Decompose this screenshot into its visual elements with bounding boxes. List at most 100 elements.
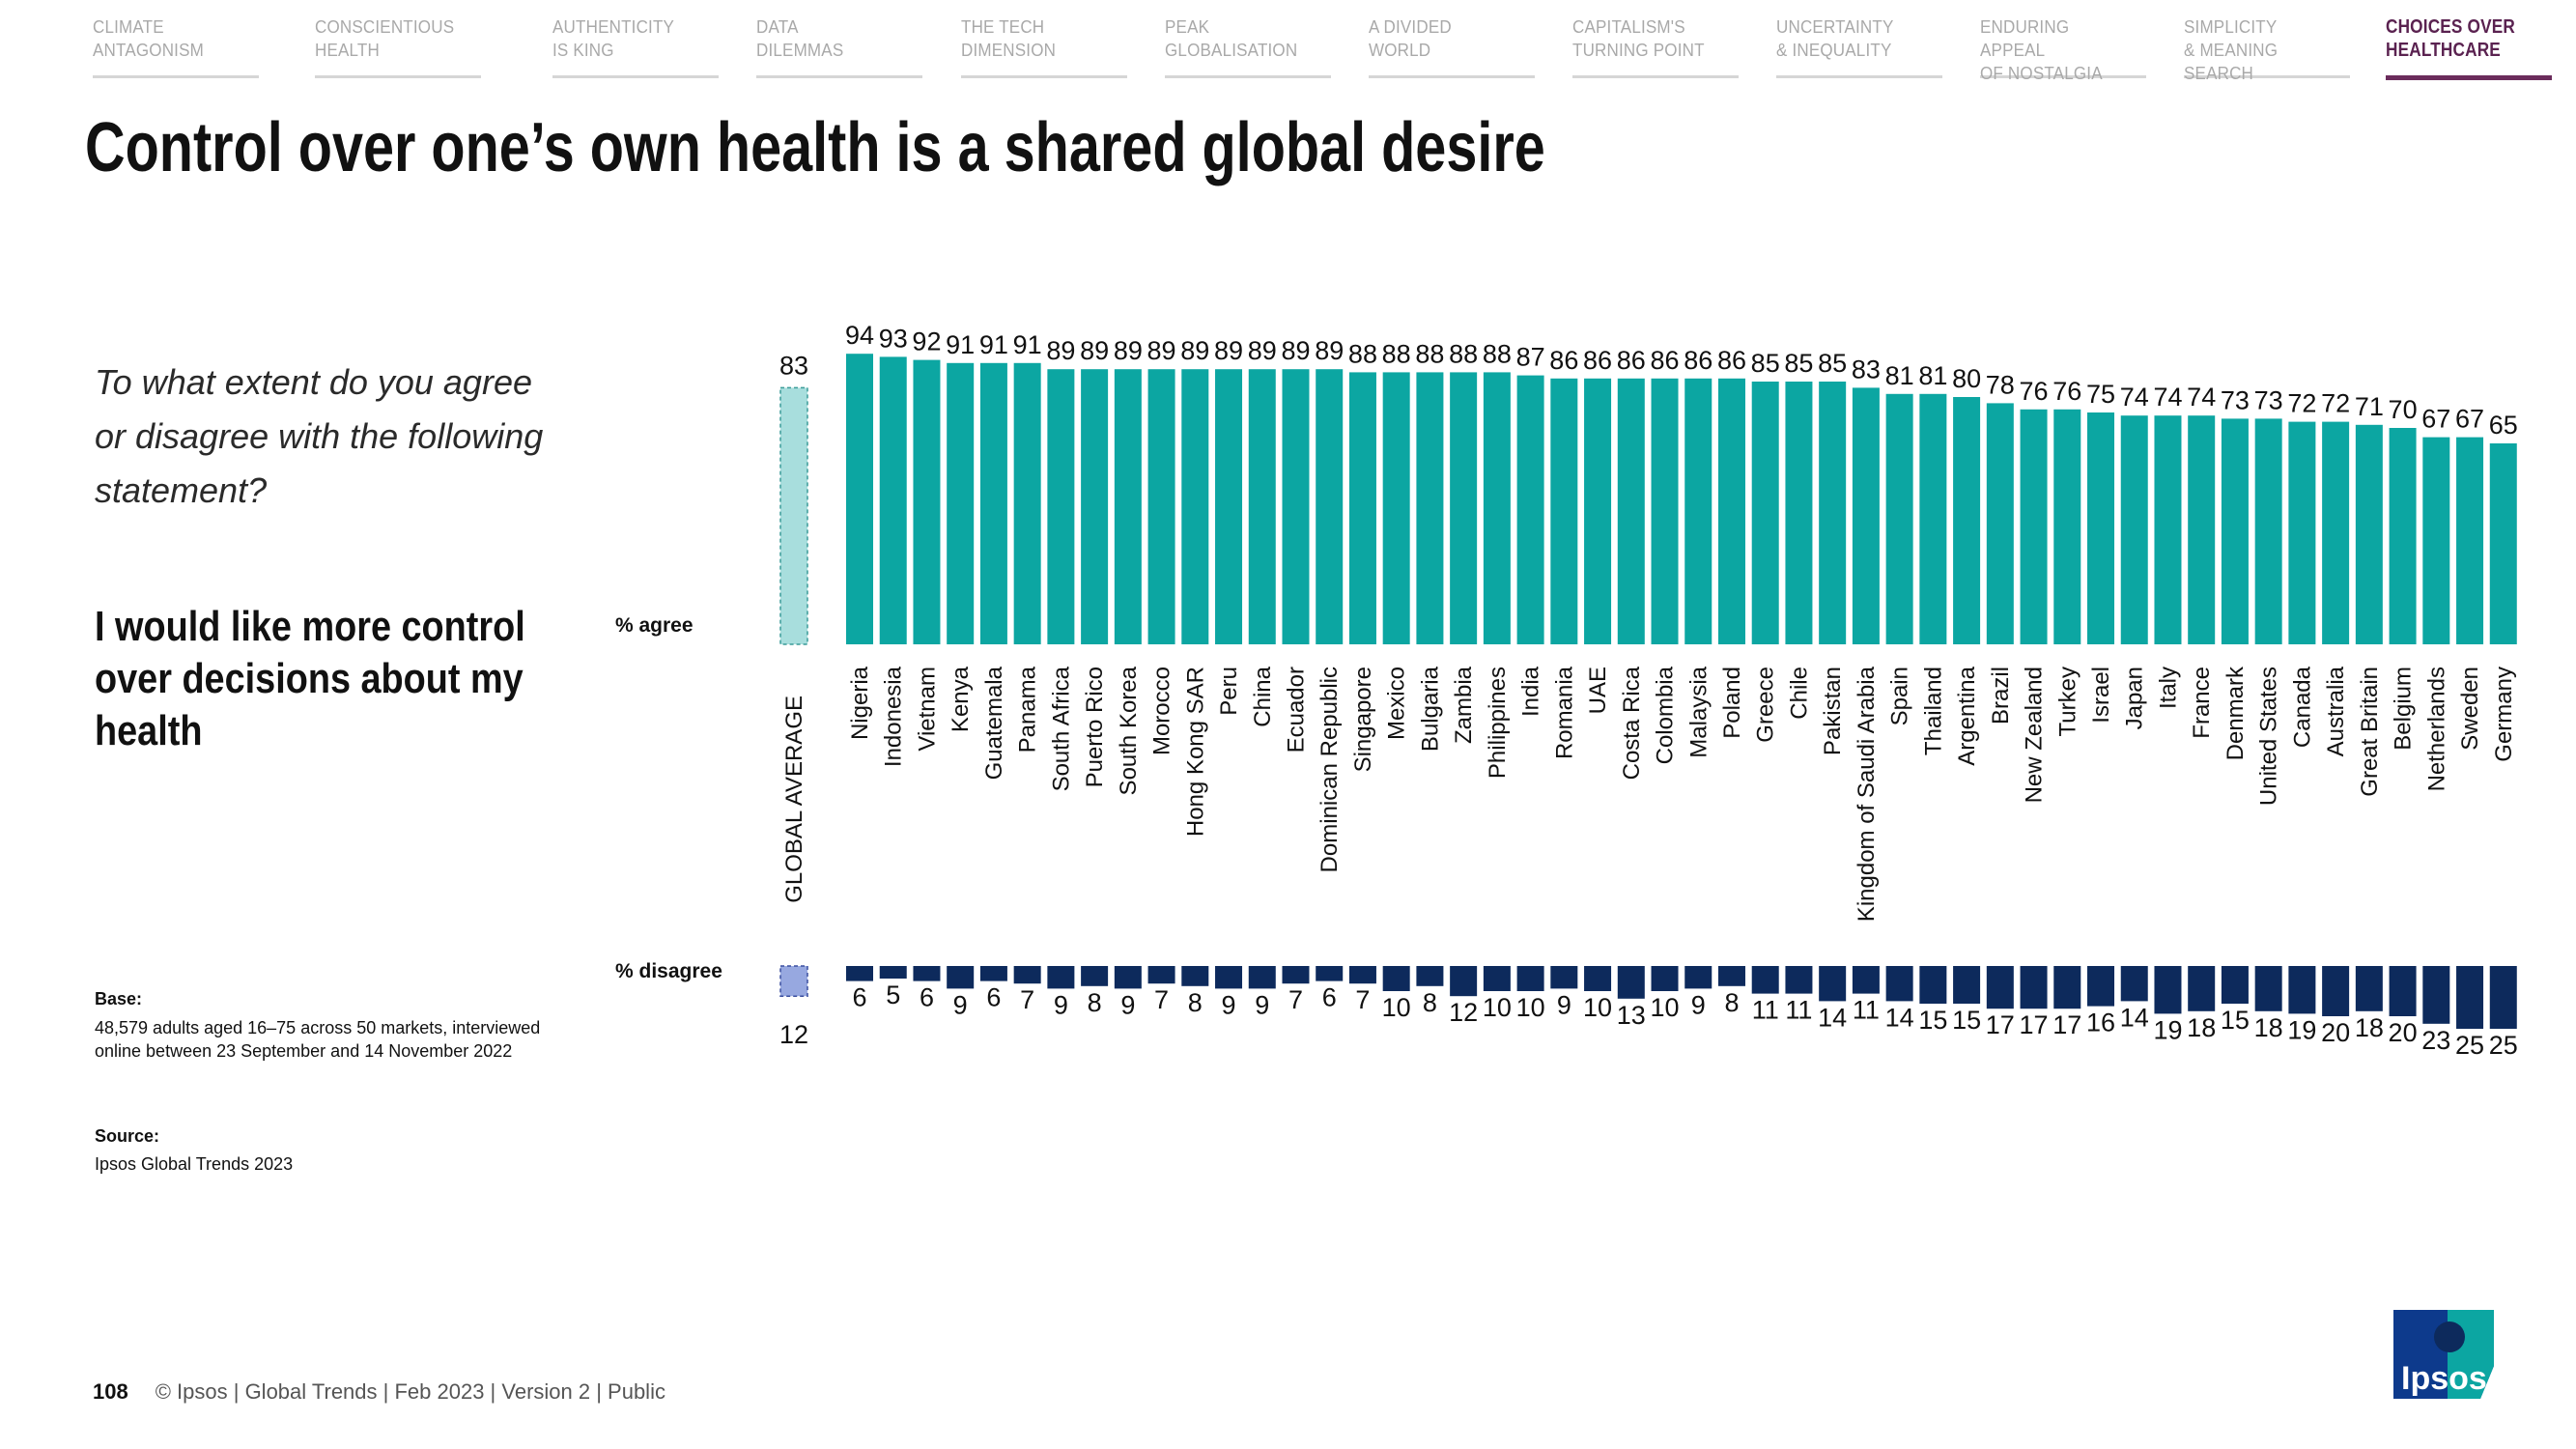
agree-bar <box>1147 369 1175 644</box>
nav-tab[interactable]: UNCERTAINTY & INEQUALITY <box>1776 15 1942 78</box>
agree-value-label: 86 <box>1549 346 1578 375</box>
country-label: Kenya <box>948 666 974 732</box>
nav-tab[interactable]: DATA DILEMMAS <box>756 15 922 78</box>
nav-tab[interactable]: A DIVIDED WORLD <box>1369 15 1535 78</box>
disagree-value-label: 23 <box>2421 1026 2450 1055</box>
nav-tab[interactable]: SIMPLICITY & MEANING SEARCH <box>2184 15 2350 83</box>
nav-tab[interactable]: CAPITALISM'S TURNING POINT <box>1572 15 1739 78</box>
agree-value-label: 83 <box>1852 355 1881 384</box>
disagree-value-label: 14 <box>2120 1003 2149 1032</box>
agree-value-label: 89 <box>1315 336 1344 365</box>
agree-value-label: 86 <box>1717 346 1746 375</box>
country-label: Denmark <box>2222 666 2249 760</box>
footer-text: © Ipsos | Global Trends | Feb 2023 | Ver… <box>155 1379 665 1404</box>
country-label: Netherlands <box>2423 667 2449 791</box>
agree-bar <box>2188 415 2216 644</box>
agree-bar <box>1215 369 1243 644</box>
agree-value-label: 85 <box>1784 349 1813 378</box>
agree-bar <box>2355 424 2383 644</box>
disagree-value-label: 9 <box>1255 990 1269 1019</box>
nav-tab[interactable]: CHOICES OVER HEALTHCARE <box>2386 15 2552 80</box>
country-label: Zambia <box>1451 666 1477 744</box>
disagree-value-label: 10 <box>1483 993 1512 1022</box>
disagree-value-label: 11 <box>1752 996 1779 1025</box>
section-nav: CLIMATE ANTAGONISM CONSCIENTIOUS HEALTH AU… <box>0 0 2576 83</box>
nav-tab-label: AUTHENTICITY IS KING <box>552 16 675 60</box>
agree-bar <box>2154 415 2182 644</box>
agree-value-label: 67 <box>2455 405 2484 434</box>
disagree-bar <box>1081 966 1109 986</box>
nav-tab-label: SIMPLICITY & MEANING SEARCH <box>2184 16 2279 83</box>
country-label: Peru <box>1216 667 1242 716</box>
nav-tab[interactable]: THE TECH DIMENSION <box>961 15 1127 78</box>
disagree-value-label: 19 <box>2287 1015 2316 1044</box>
disagree-value-label: 18 <box>2187 1013 2216 1042</box>
agree-value-label: 76 <box>2020 377 2049 406</box>
logo-head <box>2434 1321 2465 1352</box>
agree-value-label: 89 <box>1080 336 1109 365</box>
disagree-value-label: 20 <box>2389 1018 2418 1047</box>
disagree-bar <box>1047 966 1075 989</box>
agree-bar <box>1483 372 1511 644</box>
page-title: Control over one’s own health is a share… <box>85 109 1545 186</box>
disagree-bar <box>2456 966 2484 1029</box>
country-label: Chile <box>1786 667 1812 720</box>
country-label: Puerto Rico <box>1082 667 1108 787</box>
agree-value-label: 87 <box>1516 343 1545 372</box>
disagree-bar <box>1885 966 1913 1002</box>
agree-bar <box>2254 418 2282 644</box>
nav-tab[interactable]: CONSCIENTIOUS HEALTH <box>315 15 481 78</box>
disagree-value-label: 25 <box>2489 1031 2518 1060</box>
disagree-bar <box>1416 966 1444 986</box>
country-label: Thailand <box>1920 667 1946 755</box>
disagree-value-label: 11 <box>1853 996 1880 1025</box>
page-number: 108 <box>93 1379 128 1404</box>
agree-value-label: 93 <box>879 324 908 353</box>
disagree-bar <box>2355 966 2383 1011</box>
agree-axis-label: % agree <box>615 614 694 637</box>
agree-bar <box>1852 387 1880 644</box>
country-label: France <box>2189 667 2215 739</box>
disagree-value-label: 17 <box>2020 1010 2049 1039</box>
agree-value-label: 89 <box>1281 336 1310 365</box>
disagree-bar <box>1316 966 1344 981</box>
disagree-bar <box>2322 966 2350 1016</box>
disagree-bar <box>1919 966 1947 1004</box>
disagree-bar <box>1751 966 1779 994</box>
nav-tab[interactable]: CLIMATE ANTAGONISM <box>93 15 259 78</box>
survey-question: To what extent do you agree or disagree … <box>95 362 544 510</box>
logo-text: Ipsos <box>2401 1360 2487 1397</box>
agree-bar <box>1114 369 1142 644</box>
country-label: Australia <box>2323 666 2349 756</box>
agree-bar <box>1382 372 1410 644</box>
disagree-value-label: 9 <box>1222 990 1236 1019</box>
disagree-value-label: 9 <box>1120 990 1135 1019</box>
country-label: Morocco <box>1149 667 1175 755</box>
country-label: Singapore <box>1350 667 1376 772</box>
disagree-bar <box>1617 966 1645 999</box>
disagree-value-label: 6 <box>986 983 1001 1012</box>
ipsos-logo: Ipsos <box>2393 1310 2494 1399</box>
disagree-bar <box>2053 966 2081 1009</box>
nav-tab-label: CLIMATE ANTAGONISM <box>93 16 204 60</box>
global-average-agree-value: 83 <box>779 351 808 380</box>
disagree-value-label: 11 <box>1785 996 1812 1025</box>
nav-tab[interactable]: ENDURING APPEAL OF NOSTALGIA <box>1980 15 2146 83</box>
country-label: Panama <box>1015 666 1041 753</box>
agree-value-label: 86 <box>1583 346 1612 375</box>
disagree-bar <box>2489 966 2517 1029</box>
disagree-bar <box>1147 966 1175 984</box>
nav-tab-label: PEAK GLOBALISATION <box>1165 16 1298 60</box>
country-label: Sweden <box>2457 667 2483 751</box>
disagree-bar <box>947 966 975 989</box>
agree-bar <box>1584 378 1612 644</box>
disagree-bar <box>1717 966 1745 986</box>
disagree-value-label: 8 <box>1423 988 1437 1017</box>
disagree-value-label: 9 <box>1557 990 1571 1019</box>
agree-value-label: 86 <box>1684 346 1713 375</box>
nav-tab-label: THE TECH DIMENSION <box>961 16 1057 60</box>
nav-tab[interactable]: PEAK GLOBALISATION <box>1165 15 1331 78</box>
agree-value-label: 86 <box>1650 346 1679 375</box>
agree-value-label: 74 <box>2120 383 2149 412</box>
nav-tab[interactable]: AUTHENTICITY IS KING <box>552 15 719 78</box>
